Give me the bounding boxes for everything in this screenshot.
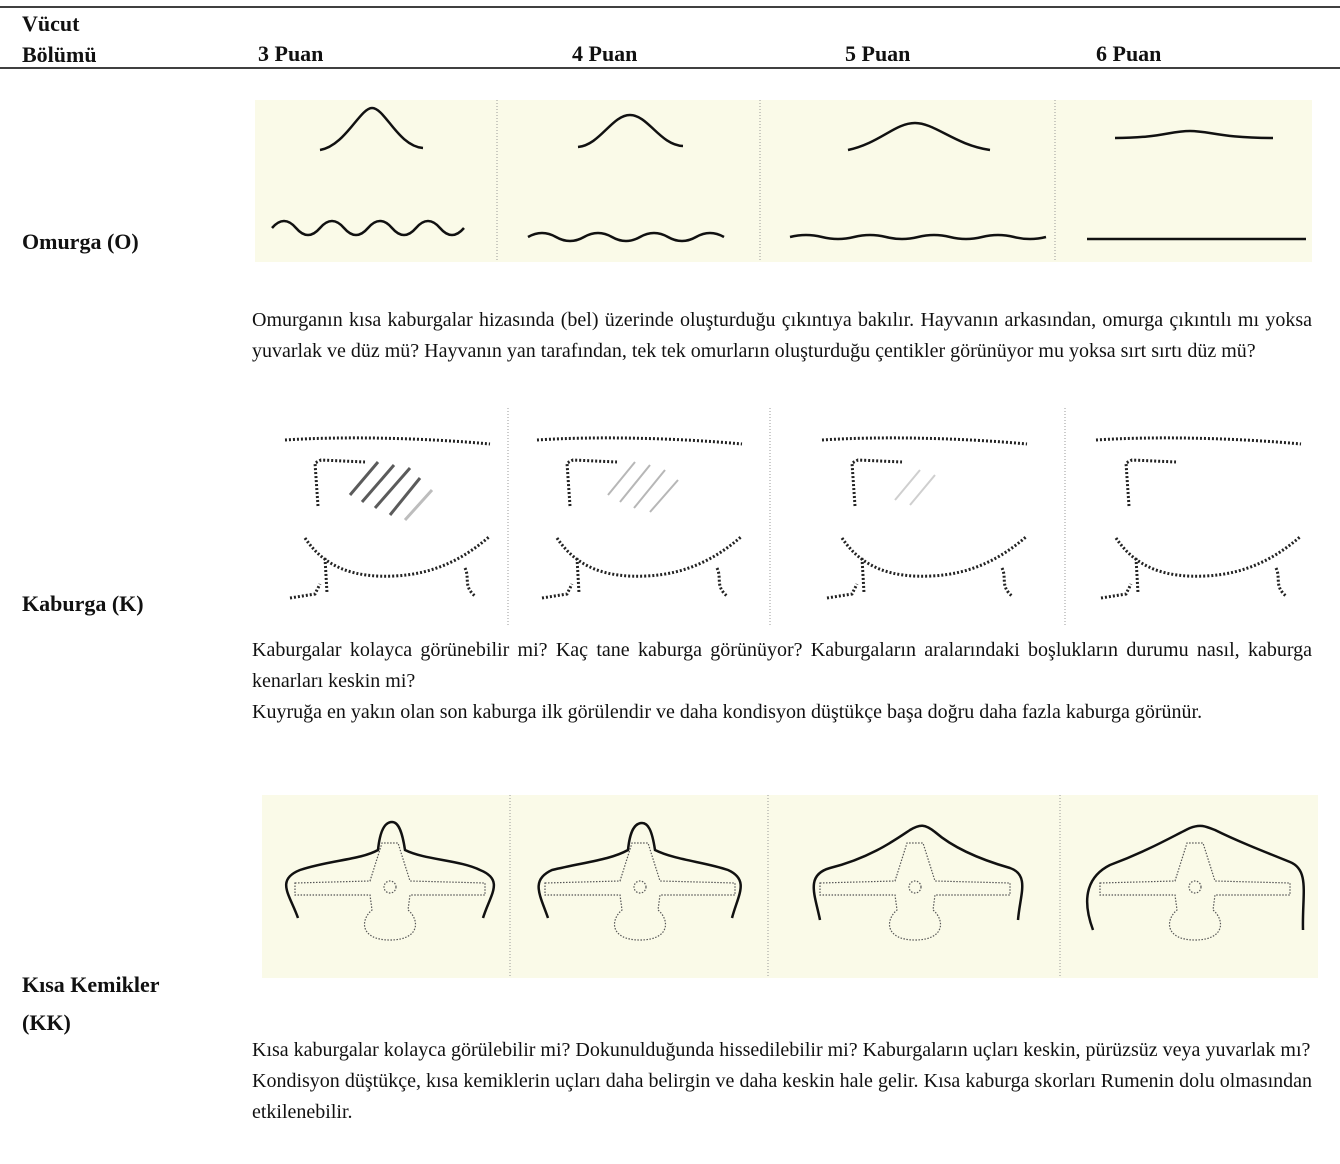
paragraph: Kaburgalar kolayca görünebilir mi? Kaç t… [252,639,1312,692]
row-label: Kısa Kemikler (KK) [22,972,160,1035]
row-description: Kaburgalar kolayca görünebilir mi? Kaç t… [252,635,1312,728]
loin-figures [284,795,1306,978]
paragraph: Kısa kaburgalar kolayca görülebilir mi? … [252,1039,1311,1061]
paragraph: Kuyruğa en yakın olan son kaburga ilk gö… [252,701,1203,723]
header-cell: 5 Puan [845,41,911,66]
paragraph: Omurganın kısa kaburgalar hizasında (bel… [252,309,1312,362]
rib-figures [283,408,1303,625]
row-description: Kısa kaburgalar kolayca görülebilir mi? … [252,1035,1312,1128]
image-panel [255,100,1312,262]
header-cell: 6 Puan [1096,41,1162,66]
header-cell: Vücut Bölümü [22,11,97,67]
header-cell: 3 Puan [258,41,324,66]
row-label: Omurga (O) [22,229,139,254]
paragraph: Kondisyon düştükçe, kısa kemiklerin uçla… [252,1070,1312,1123]
row-label: Kaburga (K) [22,591,144,616]
header-cell: 4 Puan [572,41,638,66]
row-description: Omurganın kısa kaburgalar hizasında (bel… [252,305,1312,367]
spine-figures [271,100,1306,262]
image-panel [262,795,1318,978]
